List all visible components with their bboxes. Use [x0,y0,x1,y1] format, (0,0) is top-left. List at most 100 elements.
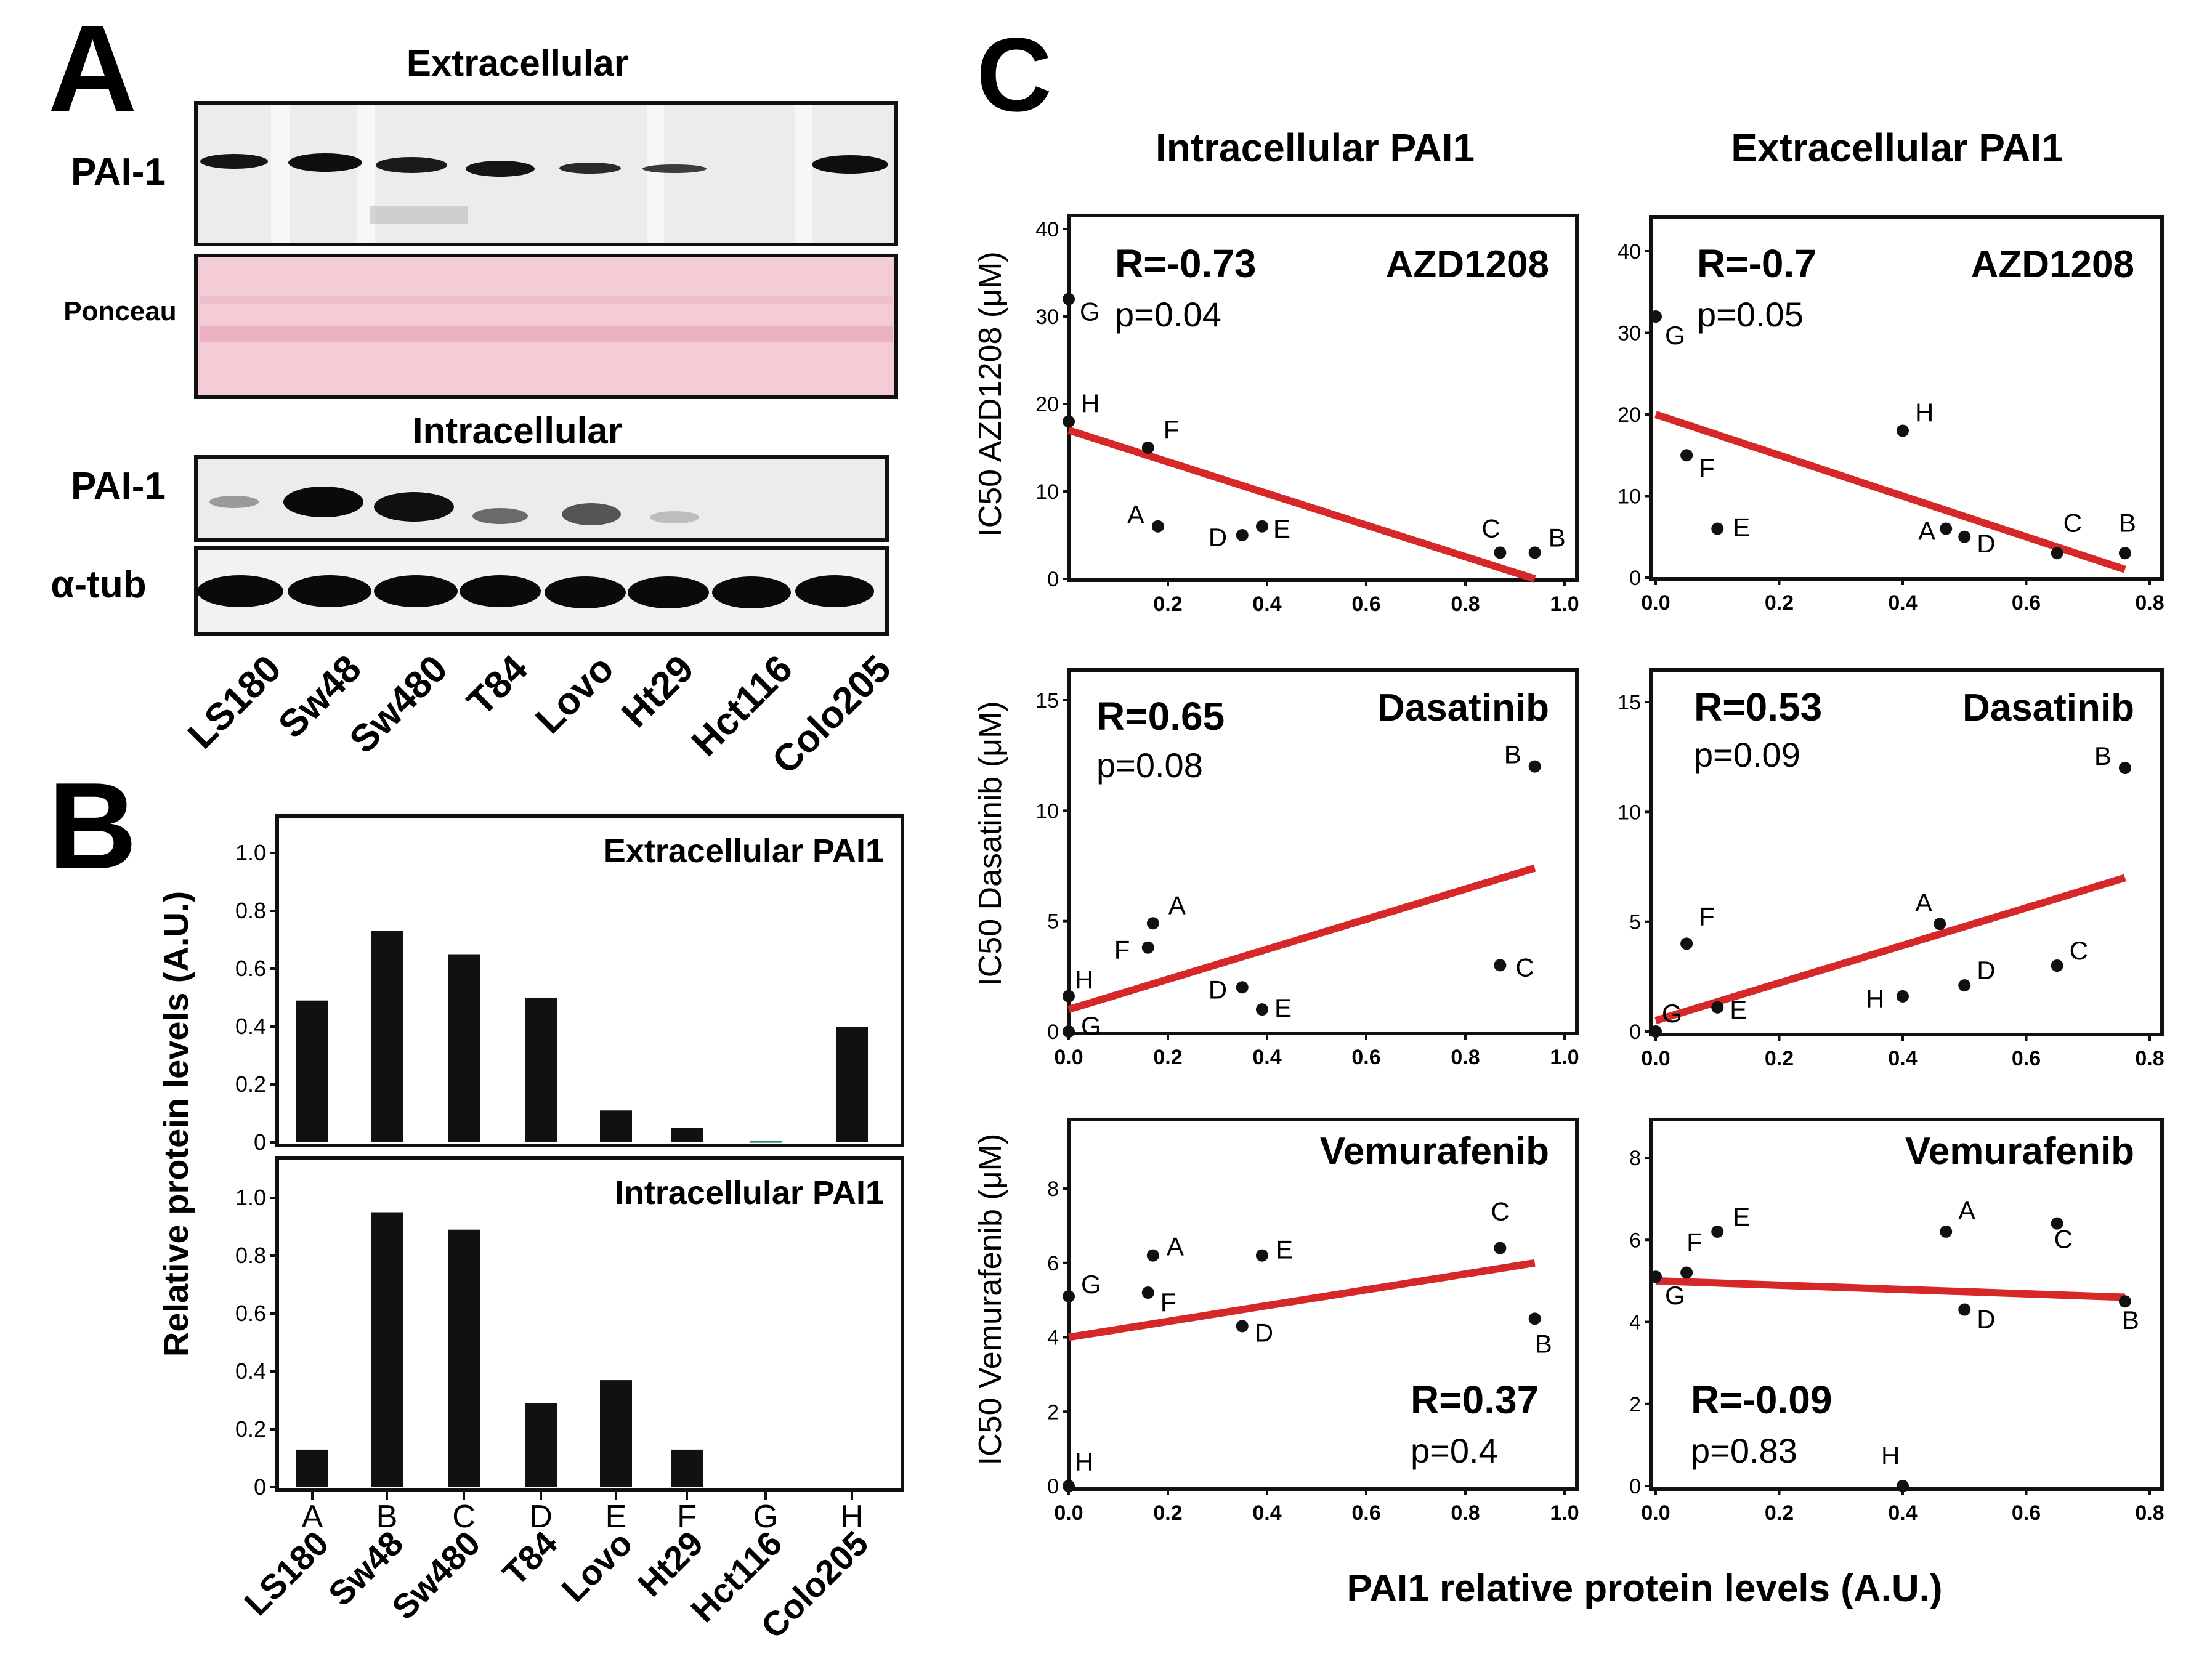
drug-name: Dasatinib [1962,687,2134,729]
point-label: F [1699,902,1715,931]
y-tick-label: 10 [1618,801,1641,824]
stat-r: R=-0.7 [1697,241,1816,286]
scatter-frame [1067,668,1579,1035]
bar-chart-intracellular: 0 0.2 0.4 0.6 0.8 1.0 Intracellular PAI1 [235,1156,904,1500]
point-label: G [1665,1281,1685,1310]
scatter-azd1208-intracellular: 0 10 20 30 40 0.2 0.4 0.6 0.8 1.0 A B C D E F G H R=-0.73 p… [1035,214,1579,616]
bar-F [671,1449,703,1487]
x-tick-label: 0.8 [1451,1046,1480,1069]
point-label: E [1274,993,1292,1022]
data-point-G [1063,293,1075,305]
band-intra-lovo [562,503,621,525]
y-tick-label: 0 [1047,568,1059,591]
bar-D [525,1403,557,1487]
regression-line [1067,426,1536,583]
point-label: G [1081,1270,1101,1299]
band-tub-8 [795,575,874,607]
data-point-F [1141,442,1154,454]
bar-D [525,998,557,1142]
data-point-C [2051,547,2063,560]
y-tick-label: 15 [1035,689,1059,713]
blot-ponceau [194,254,898,399]
stat-p: p=0.08 [1096,746,1203,785]
data-point-D [1958,979,1971,992]
col-title-intracellular: Intracellular PAI1 [1156,126,1475,170]
y-tick-label: 10 [1035,799,1059,823]
y-tick-label: 2 [1047,1400,1059,1424]
point-label: E [1276,1235,1293,1264]
point-label: C [2070,936,2088,965]
data-point-F [1141,941,1154,954]
data-point-H [1063,415,1075,428]
stat-p: p=0.05 [1697,295,1804,334]
panel-b-label: B [48,757,137,895]
point-label: D [1209,975,1227,1004]
data-point-C [2051,1217,2063,1230]
bar-G [750,1141,782,1143]
band-intra-ht29 [650,511,699,523]
data-point-A [1146,1249,1159,1262]
regression-line [1067,864,1536,1013]
stat-p: p=0.04 [1115,295,1221,334]
point-label: H [1881,1441,1900,1470]
point-label: C [1515,953,1534,982]
y-tick-label: 20 [1618,403,1641,427]
point-label: C [1491,1197,1509,1226]
c-ylabel-vemurafenib: IC50 Vemurafenib (μM) [973,1134,1008,1466]
point-label: A [1958,1196,1975,1225]
data-point-F [1680,1266,1693,1279]
y-tick-label: 0.2 [235,1072,266,1097]
data-point-B [2118,762,2131,774]
y-tick-label: 30 [1618,322,1641,345]
point-label: D [1977,956,1995,985]
data-point-F [1680,449,1693,462]
data-point-F [1141,1286,1154,1299]
data-point-C [1494,1242,1507,1254]
b-cell-line-label: Lovo [554,1524,639,1609]
data-point-F [1680,937,1693,950]
col-title-extracellular: Extracellular PAI1 [1731,126,2063,170]
band-extra-sw48 [288,153,362,172]
band-tub-1 [197,575,283,607]
data-point-A [1146,917,1159,930]
x-tick-label: 0.4 [1252,592,1281,616]
y-tick-label: 30 [1035,305,1059,329]
data-point-D [1236,1320,1249,1333]
data-point-D [1958,1303,1971,1316]
point-label: E [1273,514,1290,543]
y-tick-label: 0 [254,1129,266,1155]
x-tick-label: 0.8 [2135,591,2164,615]
category-letter: C [452,1499,476,1535]
y-tick-label: 0.8 [235,898,266,923]
data-point-A [1940,522,1953,535]
regression-line [1654,874,2126,1024]
bar-E [600,1380,632,1487]
category-letter: E [605,1499,627,1535]
point-label: B [2094,741,2112,770]
point-label: H [1915,398,1934,427]
panel-a-label: A [48,0,137,137]
y-tick-label: 0 [1629,1020,1641,1044]
x-tick-label: 0.0 [1054,1046,1083,1069]
band-intra-sw480 [374,492,454,522]
data-point-H [1063,990,1075,1003]
point-label: B [2119,508,2136,537]
point-label: A [1168,890,1186,919]
x-tick-label: 0.6 [2012,1501,2041,1525]
data-point-C [1494,959,1507,972]
y-tick-label: 8 [1629,1147,1641,1170]
data-point-A [1934,918,1946,931]
bar-chart-title: Intracellular PAI1 [615,1174,884,1211]
bar-A [296,1000,328,1142]
band-tub-7 [712,576,791,608]
x-tick-label: 0.8 [2135,1047,2164,1070]
x-tick-label: 0.2 [1153,592,1182,616]
y-tick-label: 15 [1618,691,1641,714]
point-label: G [1081,1011,1101,1040]
x-tick-label: 1.0 [1550,592,1579,616]
data-point-E [1255,1003,1268,1016]
x-tick-label: 1.0 [1550,1046,1579,1069]
stat-r: R=0.37 [1411,1378,1539,1422]
a-cell-line-label: Ht29 [614,647,702,736]
bar-chart-title: Extracellular PAI1 [604,833,884,870]
